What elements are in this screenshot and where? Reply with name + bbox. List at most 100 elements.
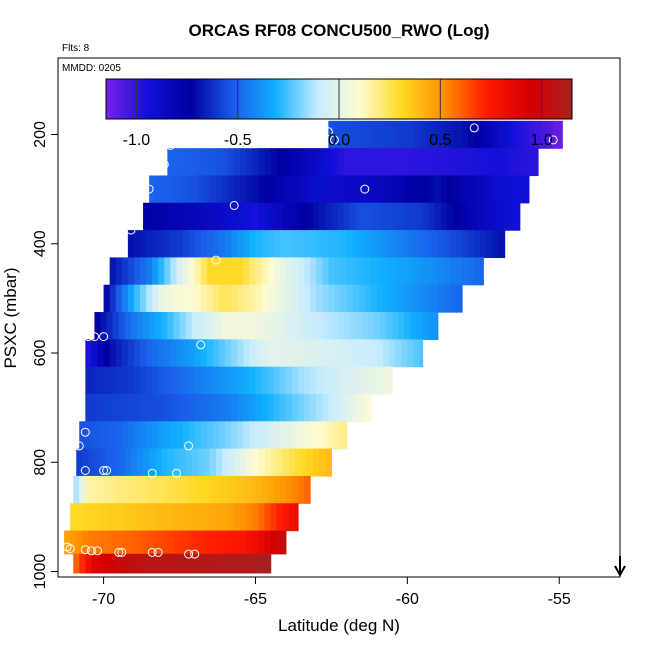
heatmap-cell	[206, 257, 214, 286]
heatmap-cell	[425, 120, 433, 149]
heatmap-cell	[100, 530, 108, 555]
heatmap-cell	[395, 257, 402, 286]
heatmap-cell	[212, 366, 220, 395]
heatmap-cell	[307, 448, 314, 477]
heatmap-cell	[176, 393, 184, 422]
heatmap-cell	[340, 284, 348, 313]
heatmap-cell	[395, 230, 402, 259]
heatmap-cell	[316, 393, 323, 422]
y-tick-label: 1000	[32, 554, 49, 590]
heatmap-cell	[346, 284, 354, 313]
heatmap-cell	[127, 339, 135, 368]
heatmap-cell	[167, 530, 175, 555]
heatmap-cell	[118, 503, 126, 532]
heatmap-cell	[358, 257, 366, 286]
heatmap-cell	[237, 475, 244, 504]
heatmap-cell	[243, 366, 250, 395]
heatmap-cell	[452, 148, 460, 177]
heatmap-cell	[182, 421, 190, 450]
heatmap-cell	[146, 230, 153, 259]
heatmap-cell	[489, 148, 497, 177]
heatmap-cell	[285, 421, 293, 450]
heatmap-cell	[215, 175, 223, 204]
heatmap-cell	[483, 175, 490, 204]
heatmap-cell	[410, 312, 418, 340]
heatmap-cell	[206, 421, 214, 450]
heatmap-cell	[243, 553, 250, 574]
heatmap-cell	[477, 175, 484, 204]
heatmap-cell	[498, 120, 506, 149]
heatmap-cell	[370, 339, 378, 368]
heatmap-cell	[276, 175, 284, 204]
heatmap-cell	[273, 339, 281, 368]
heatmap-cell	[319, 175, 326, 204]
heatmap-cell	[155, 448, 162, 477]
heatmap-cell	[176, 475, 184, 504]
heatmap-cell	[401, 284, 408, 313]
heatmap-cell	[270, 530, 278, 555]
heatmap-cell	[407, 257, 415, 286]
heatmap-cell	[222, 448, 229, 477]
heatmap-cell	[431, 284, 439, 313]
heatmap-cell	[389, 120, 396, 149]
heatmap-cell	[215, 448, 223, 477]
chart-title: ORCAS RF08 CONCU500_RWO (Log)	[189, 21, 490, 40]
heatmap-cell	[334, 120, 342, 149]
heatmap-cell	[91, 475, 99, 504]
heatmap-cell	[334, 284, 342, 313]
heatmap-cell	[219, 257, 226, 286]
heatmap-cell	[373, 148, 381, 177]
heatmap-cell	[170, 553, 178, 574]
heatmap-cell	[407, 230, 415, 259]
heatmap-cell	[288, 312, 296, 340]
heatmap-cell	[452, 202, 460, 231]
heatmap-cell	[507, 202, 515, 231]
heatmap-cell	[301, 448, 308, 477]
flight-point	[99, 332, 109, 342]
heatmap-cell	[191, 503, 199, 532]
heatmap-cell	[219, 230, 226, 259]
heatmap-cell	[297, 421, 305, 450]
heatmap-cell	[547, 120, 554, 149]
heatmap-cell	[525, 148, 533, 177]
heatmap-cell	[203, 175, 211, 204]
heatmap-cell	[510, 120, 518, 149]
heatmap-cell	[477, 148, 484, 177]
heatmap-cell	[212, 284, 220, 313]
heatmap-cell	[340, 257, 348, 286]
heatmap-cell	[237, 230, 244, 259]
heatmap-cell	[285, 475, 293, 504]
heatmap-cell	[188, 339, 196, 368]
heatmap-cell	[255, 553, 263, 574]
heatmap-cell	[282, 312, 290, 340]
heatmap-cell	[167, 175, 175, 204]
heatmap-cell	[231, 366, 238, 395]
heatmap-cell	[173, 530, 181, 555]
heatmap-cell	[501, 202, 509, 231]
heatmap-cell	[164, 257, 171, 286]
heatmap-cell	[297, 230, 305, 259]
heatmap-cell	[246, 175, 254, 204]
plot-frame	[57, 57, 621, 578]
flight-point	[165, 140, 175, 150]
heatmap-cell	[392, 148, 399, 177]
heatmap-cell	[380, 312, 387, 340]
heatmap-cell	[209, 312, 217, 340]
heatmap-cell	[380, 148, 387, 177]
heatmap-cell	[331, 175, 339, 204]
heatmap-cell	[261, 393, 269, 422]
heatmap-cell	[88, 503, 96, 532]
flight-point	[159, 160, 169, 169]
heatmap-cell	[212, 257, 220, 286]
heatmap-cell	[474, 257, 481, 286]
heatmap-cell	[334, 230, 342, 259]
flight-point	[86, 546, 96, 556]
heatmap-cell	[437, 230, 445, 259]
heatmap-cell	[164, 366, 171, 395]
y-tick-label: 200	[32, 121, 49, 148]
heatmap-cell	[212, 393, 220, 422]
heatmap-cell	[212, 339, 220, 368]
heatmap-cell	[85, 421, 93, 450]
heatmap-cell	[170, 230, 178, 259]
heatmap-cell	[133, 339, 141, 368]
